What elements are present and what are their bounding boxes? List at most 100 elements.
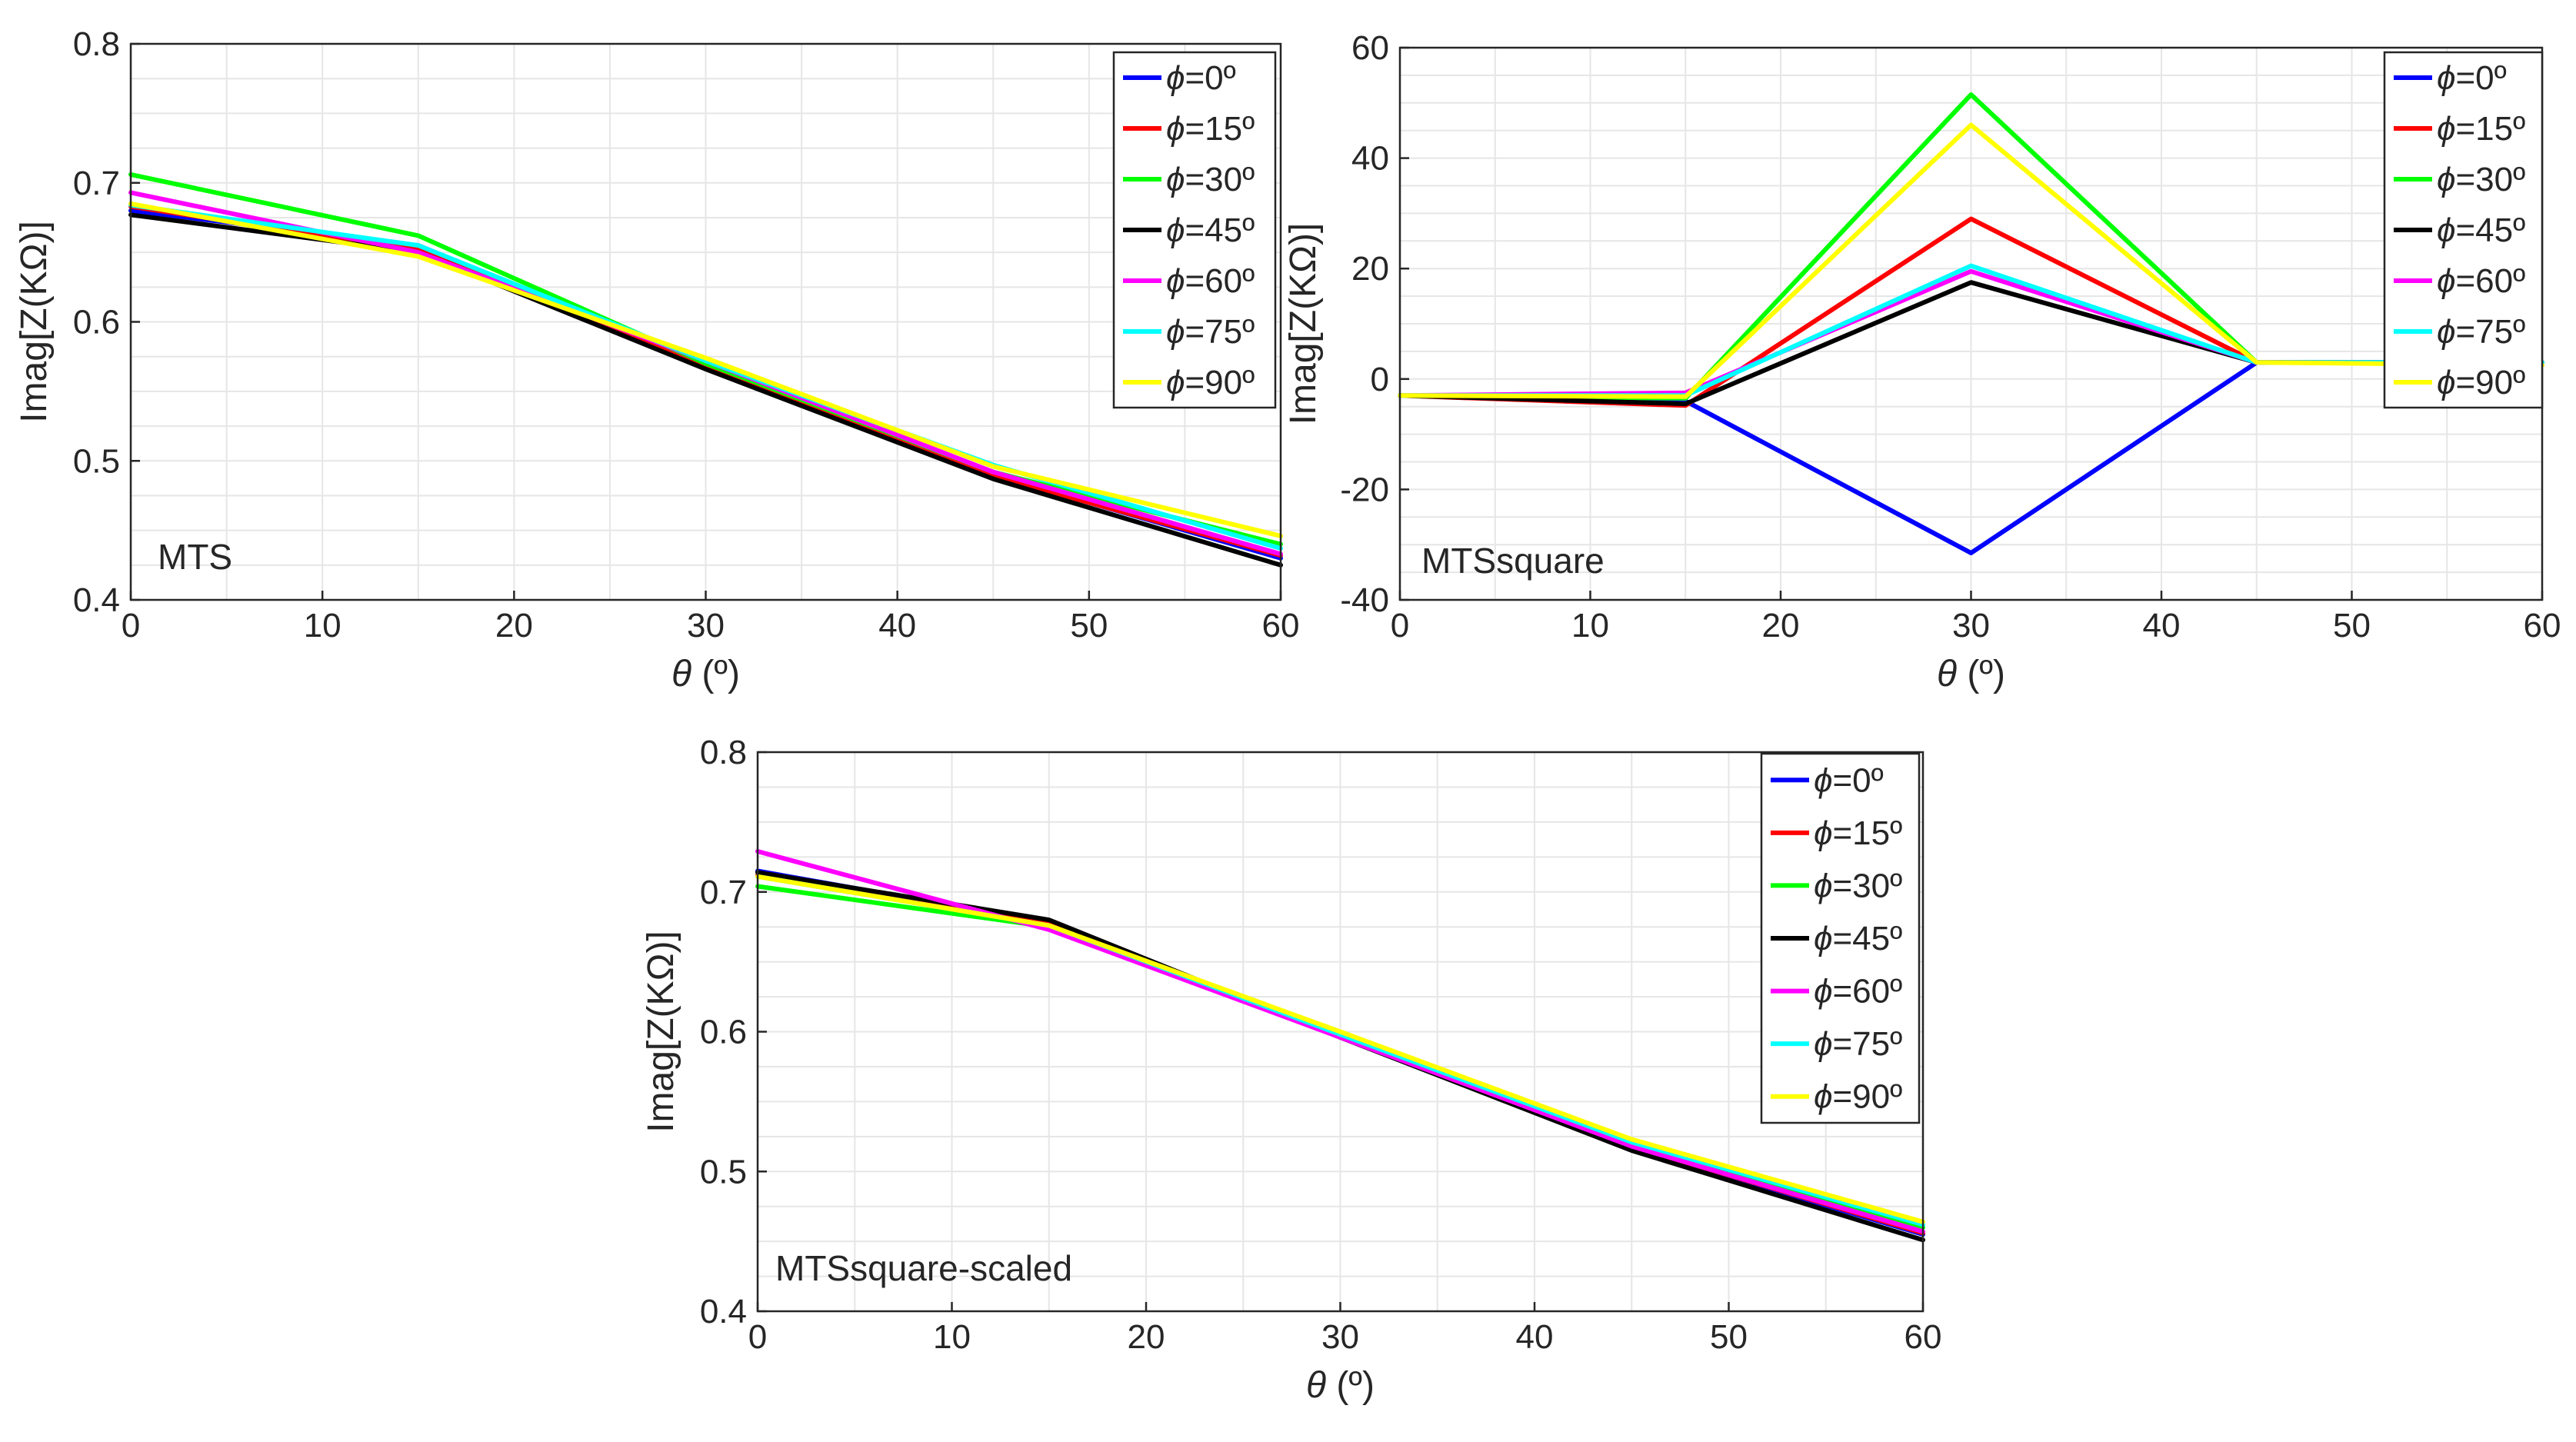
- x-tick-label: 30: [1321, 1318, 1359, 1356]
- x-tick-label: 50: [1710, 1318, 1748, 1356]
- legend-value: =30º: [1185, 161, 1255, 198]
- legend-label: ϕ=15º: [1814, 814, 1902, 852]
- legend-item[interactable]: ϕ=75º: [1771, 1025, 1902, 1063]
- x-tick-label: 30: [1952, 607, 1990, 644]
- legend-label: ϕ=0º: [1166, 59, 1236, 97]
- legend-item[interactable]: ϕ=90º: [2394, 364, 2525, 401]
- y-tick-label: -40: [1340, 581, 1389, 619]
- legend-item[interactable]: ϕ=0º: [1771, 761, 1884, 799]
- legend-item[interactable]: ϕ=30º: [1123, 161, 1255, 198]
- legend-symbol: ϕ: [1166, 110, 1185, 148]
- series-line-phi90: [755, 874, 1925, 1224]
- y-tick-label: 0.4: [700, 1293, 747, 1330]
- chart-annotation: MTSsquare: [1421, 541, 1605, 581]
- series-line-phi15: [128, 204, 1283, 558]
- legend-value: =45º: [1185, 211, 1255, 249]
- legend-symbol: ϕ: [1166, 211, 1185, 249]
- legend-symbol: ϕ: [1166, 364, 1185, 401]
- x-axis-symbol: θ: [1937, 654, 1957, 694]
- x-axis-unit: (º): [691, 654, 740, 694]
- legend-value: =45º: [2455, 211, 2525, 249]
- legend-item[interactable]: ϕ=30º: [1771, 867, 1902, 904]
- y-tick-label: 0.4: [73, 581, 120, 619]
- x-tick-label: 60: [1905, 1318, 1942, 1356]
- y-tick-label: 0.6: [73, 304, 120, 341]
- x-tick-label: 20: [1128, 1318, 1165, 1356]
- y-axis-label: Imag[Z(KΩ)]: [641, 931, 681, 1133]
- x-tick-label: 0: [748, 1318, 767, 1356]
- legend-item[interactable]: ϕ=15º: [1123, 110, 1255, 148]
- series-line-phi75: [128, 202, 1283, 551]
- legend-label: ϕ=90º: [1814, 1078, 1902, 1116]
- x-tick-label: 40: [1516, 1318, 1554, 1356]
- legend-symbol: ϕ: [1814, 761, 1832, 799]
- legend-item[interactable]: ϕ=45º: [1771, 920, 1902, 957]
- legend-item[interactable]: ϕ=75º: [1123, 313, 1255, 351]
- x-tick-label: 10: [304, 607, 342, 644]
- legend-item[interactable]: ϕ=0º: [1123, 59, 1236, 97]
- legend-label: ϕ=45º: [1814, 920, 1902, 957]
- legend-item[interactable]: ϕ=15º: [2394, 110, 2525, 148]
- legend-item[interactable]: ϕ=45º: [2394, 211, 2525, 249]
- legend-symbol: ϕ: [1814, 1078, 1832, 1116]
- x-axis-symbol: θ: [671, 654, 691, 694]
- legend-item[interactable]: ϕ=60º: [1123, 262, 1255, 300]
- legend-symbol: ϕ: [2437, 110, 2455, 148]
- legend-label: ϕ=45º: [2437, 211, 2525, 249]
- legend-label: ϕ=75º: [1814, 1025, 1902, 1063]
- legend-value: =0º: [1832, 761, 1883, 799]
- legend-symbol: ϕ: [1166, 313, 1185, 351]
- y-tick-label: 0.8: [73, 25, 120, 63]
- y-axis-label: Imag[Z(KΩ)]: [14, 221, 55, 423]
- chart-3: 0 10 20 30 40 50 60 0.4 0.5 0.6 0.7 0.8 θ (º) Imag[Z(…: [641, 734, 1941, 1406]
- legend-item[interactable]: ϕ=30º: [2394, 161, 2525, 198]
- y-tick-label: 0: [1371, 361, 1389, 398]
- legend-value: =75º: [1832, 1025, 1902, 1063]
- series-line-phi60: [755, 849, 1925, 1234]
- chart-annotation: MTSsquare-scaled: [775, 1248, 1072, 1288]
- legend-item[interactable]: ϕ=90º: [1771, 1078, 1902, 1116]
- x-axis-label: θ (º): [671, 654, 740, 694]
- legend-symbol: ϕ: [1166, 59, 1185, 97]
- x-tick-label: 20: [1762, 607, 1800, 644]
- x-axis-unit: (º): [1957, 654, 2005, 694]
- legend-item[interactable]: ϕ=15º: [1771, 814, 1902, 852]
- legend-symbol: ϕ: [1166, 262, 1185, 300]
- legend-item[interactable]: ϕ=60º: [1771, 973, 1902, 1011]
- y-tick-label: 0.6: [700, 1014, 747, 1051]
- legend-symbol: ϕ: [2437, 313, 2455, 351]
- legend-item[interactable]: ϕ=45º: [1123, 211, 1255, 249]
- legend-label: ϕ=90º: [1166, 364, 1255, 401]
- x-tick-label: 60: [2524, 607, 2561, 644]
- legend-value: =75º: [1185, 313, 1255, 351]
- legend-value: =0º: [1185, 59, 1235, 97]
- legend-item[interactable]: ϕ=60º: [2394, 262, 2525, 300]
- chart-1: 0 10 20 30 40 50 60 0.4 0.5 0.6 0.7 0.8 θ (º) Imag[Z(…: [14, 25, 1299, 694]
- legend-label: ϕ=0º: [1814, 761, 1884, 799]
- y-tick-label: 0.7: [700, 874, 747, 911]
- y-tick-label: 0.5: [73, 442, 120, 480]
- legend-label: ϕ=15º: [1166, 110, 1255, 148]
- legend-value: =0º: [2455, 59, 2506, 97]
- legend-symbol: ϕ: [1814, 920, 1832, 957]
- legend-symbol: ϕ: [2437, 59, 2455, 97]
- x-tick-label: 40: [878, 607, 916, 644]
- legend-label: ϕ=30º: [1166, 161, 1255, 198]
- legend-item[interactable]: ϕ=90º: [1123, 364, 1255, 401]
- legend-item[interactable]: ϕ=75º: [2394, 313, 2525, 351]
- legend-value: =30º: [2455, 161, 2525, 198]
- x-tick-label: 10: [1571, 607, 1609, 644]
- legend-symbol: ϕ: [2437, 161, 2455, 198]
- legend-symbol: ϕ: [2437, 262, 2455, 300]
- legend-item[interactable]: ϕ=0º: [2394, 59, 2507, 97]
- x-axis-unit: (º): [1326, 1365, 1375, 1406]
- series-line-phi90: [1398, 122, 2544, 399]
- y-tick-label: 20: [1351, 250, 1389, 288]
- y-tick-label: 0.7: [73, 165, 120, 202]
- x-axis-label: θ (º): [1937, 654, 2005, 694]
- chart-annotation: MTS: [158, 537, 232, 577]
- x-tick-label: 0: [1391, 607, 1409, 644]
